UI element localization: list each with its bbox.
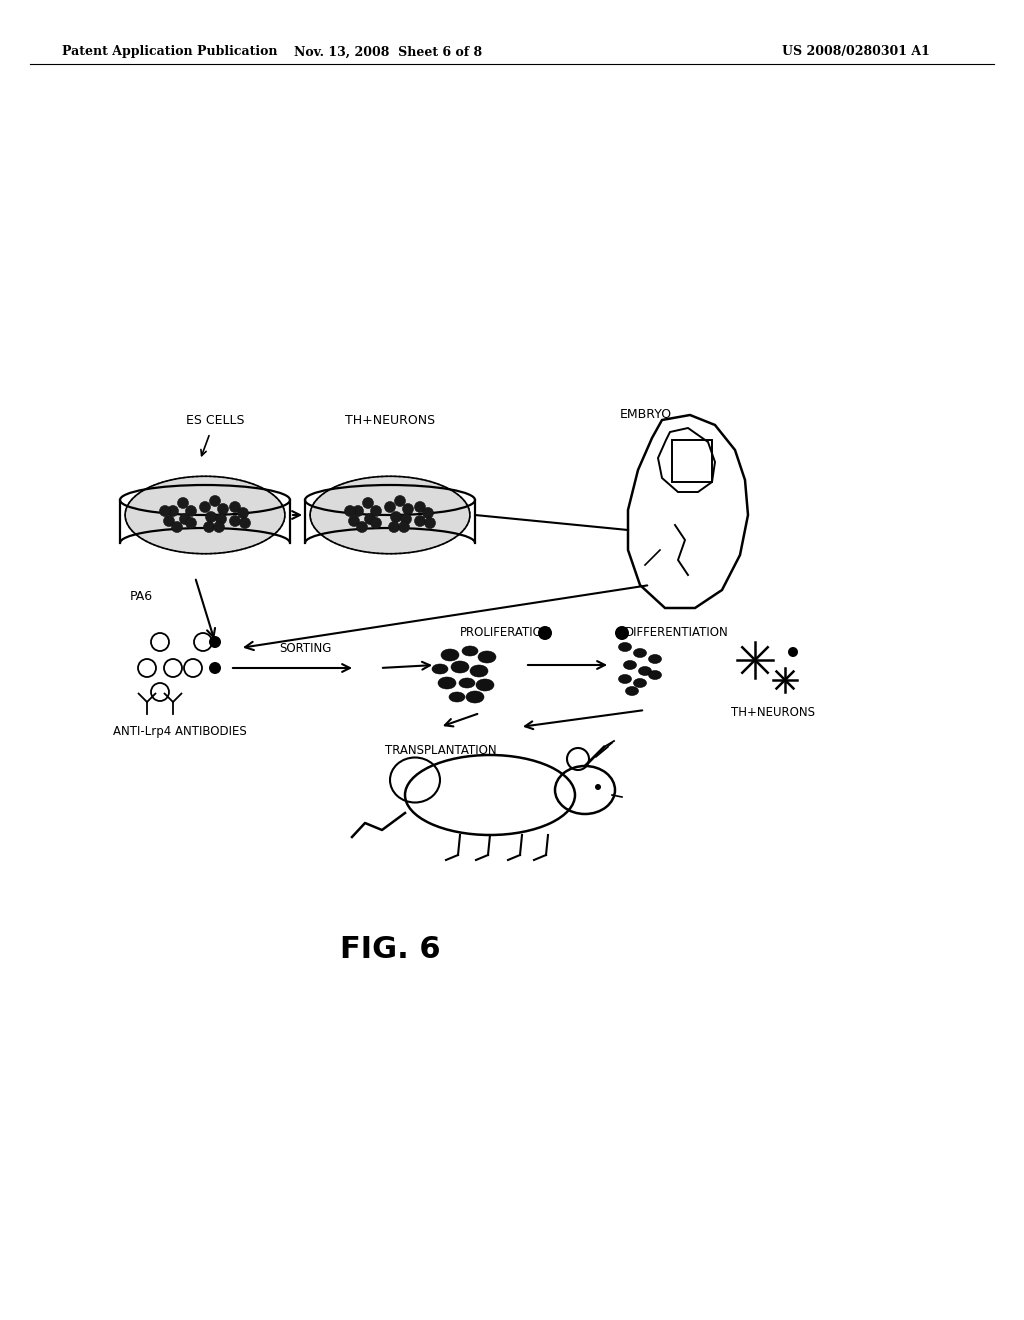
Text: EMBRYO: EMBRYO — [620, 408, 672, 421]
Text: Patent Application Publication: Patent Application Publication — [62, 45, 278, 58]
Circle shape — [356, 521, 368, 532]
Circle shape — [238, 507, 249, 519]
Circle shape — [365, 513, 376, 524]
Ellipse shape — [618, 643, 632, 652]
Ellipse shape — [459, 678, 475, 688]
Circle shape — [164, 516, 174, 527]
Ellipse shape — [310, 477, 470, 554]
Ellipse shape — [449, 692, 465, 702]
Circle shape — [415, 516, 426, 527]
Text: Nov. 13, 2008  Sheet 6 of 8: Nov. 13, 2008 Sheet 6 of 8 — [294, 45, 482, 58]
Ellipse shape — [618, 675, 632, 684]
Ellipse shape — [470, 665, 488, 677]
Circle shape — [402, 503, 414, 515]
Text: SORTING: SORTING — [279, 642, 331, 655]
Circle shape — [229, 516, 241, 527]
Ellipse shape — [438, 677, 456, 689]
Circle shape — [185, 506, 197, 516]
Circle shape — [388, 521, 399, 532]
Text: DIFFERENTIATION: DIFFERENTIATION — [625, 627, 729, 639]
Circle shape — [217, 503, 228, 515]
Circle shape — [206, 511, 216, 523]
Text: ANTI-Lrp4 ANTIBODIES: ANTI-Lrp4 ANTIBODIES — [113, 726, 247, 738]
Text: TH+NEURONS: TH+NEURONS — [345, 413, 435, 426]
Circle shape — [415, 502, 426, 512]
Ellipse shape — [441, 649, 459, 661]
Circle shape — [240, 517, 251, 528]
Text: US 2008/0280301 A1: US 2008/0280301 A1 — [782, 45, 930, 58]
Circle shape — [209, 636, 221, 648]
Circle shape — [213, 521, 224, 532]
Ellipse shape — [476, 678, 494, 690]
Circle shape — [595, 784, 601, 789]
Text: PA6: PA6 — [130, 590, 154, 603]
Circle shape — [390, 511, 401, 523]
Ellipse shape — [462, 645, 478, 656]
Circle shape — [394, 495, 406, 507]
Ellipse shape — [478, 651, 496, 663]
Ellipse shape — [626, 686, 639, 696]
Text: TH+NEURONS: TH+NEURONS — [731, 705, 815, 718]
Circle shape — [160, 506, 171, 516]
Text: FIG. 6: FIG. 6 — [340, 936, 440, 965]
Text: PROLIFERATION: PROLIFERATION — [460, 627, 552, 639]
Circle shape — [371, 517, 382, 528]
Ellipse shape — [648, 655, 662, 664]
Ellipse shape — [624, 660, 637, 669]
Circle shape — [352, 506, 364, 516]
Ellipse shape — [648, 671, 662, 680]
Ellipse shape — [432, 664, 449, 675]
Circle shape — [384, 502, 395, 512]
Circle shape — [398, 521, 410, 532]
Circle shape — [168, 506, 178, 516]
Text: TRANSPLANTATION: TRANSPLANTATION — [385, 743, 497, 756]
Circle shape — [423, 507, 433, 519]
Ellipse shape — [634, 648, 646, 657]
Circle shape — [344, 506, 355, 516]
Circle shape — [400, 513, 412, 524]
Circle shape — [348, 516, 359, 527]
Circle shape — [204, 521, 214, 532]
Circle shape — [425, 517, 435, 528]
Circle shape — [177, 498, 188, 508]
Circle shape — [185, 517, 197, 528]
Circle shape — [362, 498, 374, 508]
Ellipse shape — [125, 477, 285, 554]
Circle shape — [215, 513, 226, 524]
Ellipse shape — [639, 667, 651, 676]
Circle shape — [371, 506, 382, 516]
Circle shape — [615, 626, 629, 640]
Circle shape — [171, 521, 182, 532]
Circle shape — [209, 663, 221, 675]
Ellipse shape — [466, 690, 484, 704]
Text: ES CELLS: ES CELLS — [185, 413, 245, 426]
Ellipse shape — [451, 661, 469, 673]
Circle shape — [210, 495, 220, 507]
Circle shape — [179, 513, 190, 524]
Ellipse shape — [634, 678, 646, 688]
Circle shape — [788, 647, 798, 657]
Circle shape — [538, 626, 552, 640]
Circle shape — [200, 502, 211, 512]
Circle shape — [229, 502, 241, 512]
